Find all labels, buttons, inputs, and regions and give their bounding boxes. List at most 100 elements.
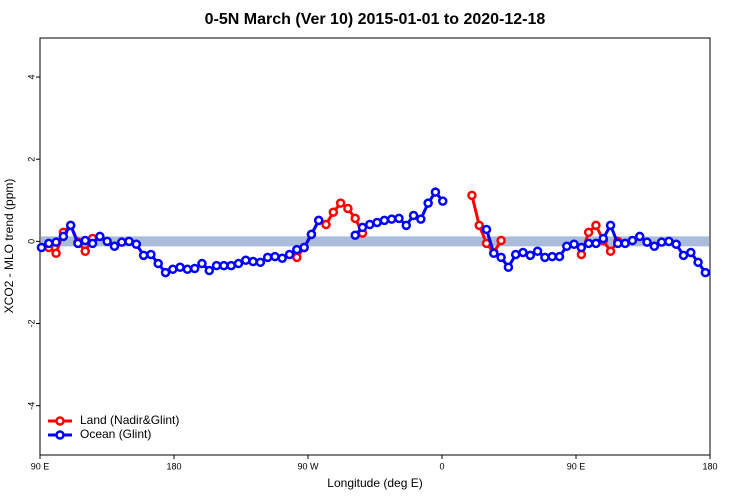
y-tick-label: 2 bbox=[26, 157, 36, 162]
x-tick-label: 180 bbox=[166, 461, 181, 471]
y-tick-label: 0 bbox=[26, 239, 36, 244]
legend-marker bbox=[55, 416, 65, 426]
data-point bbox=[598, 233, 608, 244]
data-point bbox=[51, 248, 61, 259]
x-tick-label: 90 E bbox=[31, 461, 50, 471]
data-point bbox=[671, 239, 681, 249]
data-point bbox=[299, 242, 309, 253]
data-point bbox=[481, 224, 492, 235]
y-tick-label: -4 bbox=[26, 402, 36, 410]
data-point bbox=[138, 250, 149, 261]
data-point bbox=[386, 214, 397, 224]
data-point bbox=[693, 257, 703, 268]
data-point bbox=[554, 251, 565, 262]
data-point bbox=[540, 252, 550, 263]
data-point bbox=[36, 242, 47, 253]
data-point bbox=[634, 231, 645, 242]
data-point bbox=[394, 213, 404, 224]
data-point bbox=[700, 267, 711, 278]
y-tick-label: -2 bbox=[26, 320, 36, 328]
data-point bbox=[547, 251, 557, 262]
data-point bbox=[328, 207, 339, 217]
data-point bbox=[51, 237, 61, 247]
data-point bbox=[306, 229, 317, 240]
data-point bbox=[168, 264, 178, 275]
data-point bbox=[44, 238, 54, 249]
series-line bbox=[485, 221, 707, 274]
data-point bbox=[408, 210, 419, 221]
data-point bbox=[219, 260, 229, 271]
x-tick-label: 0 bbox=[439, 461, 444, 471]
data-point bbox=[80, 235, 91, 246]
data-point bbox=[437, 196, 448, 206]
data-point bbox=[379, 215, 390, 226]
data-point bbox=[430, 187, 441, 197]
data-point bbox=[525, 250, 536, 261]
y-axis-label: XCO2 - MLO trend (ppm) bbox=[2, 179, 16, 314]
data-point bbox=[510, 249, 521, 260]
data-point bbox=[197, 258, 207, 269]
data-point bbox=[605, 246, 616, 256]
data-point bbox=[189, 263, 200, 274]
data-point bbox=[277, 253, 287, 263]
data-point bbox=[569, 239, 579, 249]
data-point bbox=[518, 247, 528, 258]
data-point bbox=[292, 252, 302, 263]
chart-title: 0-5N March (Ver 10) 2015-01-01 to 2020-1… bbox=[205, 11, 546, 28]
data-point bbox=[416, 214, 426, 224]
data-point bbox=[131, 239, 142, 249]
data-point bbox=[95, 231, 105, 242]
x-axis-label: Longitude (deg E) bbox=[327, 476, 422, 490]
data-point bbox=[80, 246, 91, 256]
data-point bbox=[613, 238, 623, 249]
data-point bbox=[153, 258, 163, 269]
data-point bbox=[248, 256, 258, 267]
data-point bbox=[496, 235, 506, 246]
data-point bbox=[124, 236, 134, 247]
data-point bbox=[496, 252, 506, 263]
data-point bbox=[175, 262, 185, 272]
data-point bbox=[591, 220, 601, 231]
data-point bbox=[562, 241, 572, 252]
data-point bbox=[642, 237, 652, 247]
legend-label: Land (Nadir&Glint) bbox=[80, 413, 179, 427]
data-point bbox=[350, 230, 360, 240]
data-point bbox=[656, 237, 667, 247]
data-point bbox=[503, 262, 514, 272]
legend-marker bbox=[55, 430, 65, 440]
data-point bbox=[678, 250, 689, 261]
data-point bbox=[664, 236, 674, 247]
data-point bbox=[474, 220, 484, 231]
data-point bbox=[423, 198, 433, 208]
x-tick-label: 180 bbox=[702, 461, 717, 471]
data-point bbox=[241, 255, 251, 266]
data-point bbox=[372, 217, 382, 228]
data-point bbox=[233, 258, 244, 269]
data-point bbox=[109, 241, 120, 252]
data-point bbox=[605, 220, 616, 231]
x-tick-label: 90 W bbox=[297, 461, 319, 471]
data-point bbox=[226, 260, 236, 271]
data-point bbox=[313, 215, 324, 226]
data-point bbox=[284, 249, 295, 260]
data-point bbox=[116, 237, 127, 247]
data-point bbox=[467, 190, 477, 201]
data-point bbox=[102, 236, 112, 247]
data-point bbox=[255, 257, 266, 268]
data-point bbox=[576, 242, 587, 253]
y-tick-label: 4 bbox=[26, 75, 36, 80]
data-point bbox=[686, 247, 696, 258]
data-point bbox=[583, 227, 594, 238]
data-point bbox=[58, 231, 69, 242]
data-point bbox=[211, 260, 222, 271]
legend-label: Ocean (Glint) bbox=[80, 427, 151, 441]
data-point bbox=[182, 264, 193, 275]
data-point bbox=[350, 213, 360, 224]
data-point bbox=[532, 246, 543, 256]
data-point bbox=[262, 252, 273, 263]
data-point bbox=[321, 219, 331, 230]
data-point bbox=[160, 267, 171, 278]
x-tick-label: 90 E bbox=[567, 461, 586, 471]
data-point bbox=[87, 238, 98, 249]
